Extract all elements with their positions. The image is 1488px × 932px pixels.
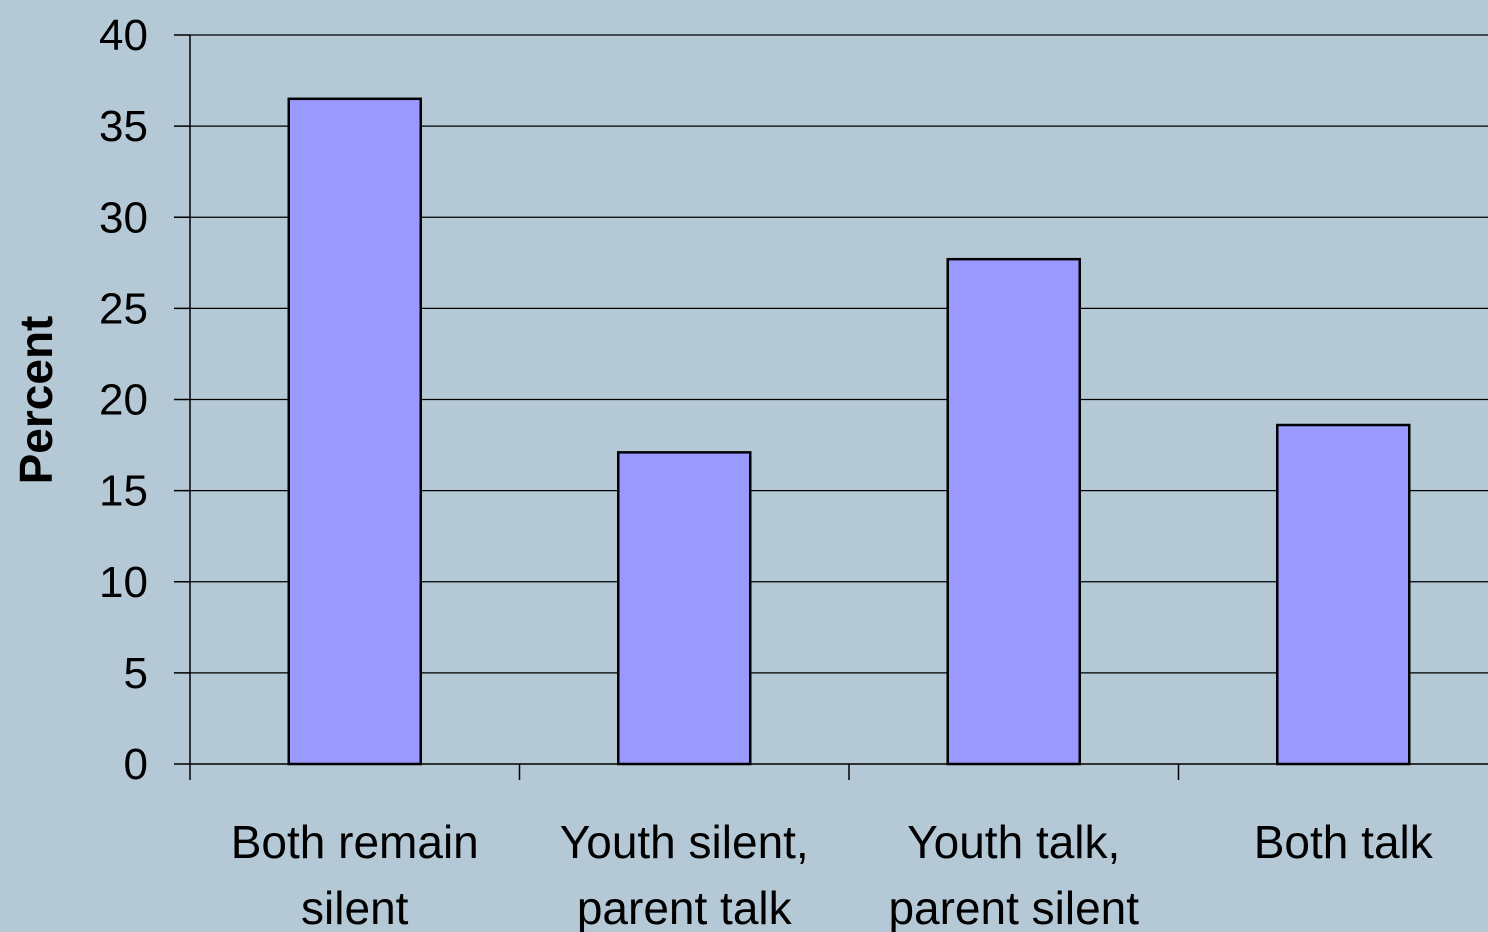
bar: [946, 257, 1081, 766]
y-tick-label: 5: [124, 649, 148, 698]
y-tick-label: 20: [99, 376, 148, 425]
y-tick-label: 0: [124, 740, 148, 789]
x-category-label: parent talk: [577, 882, 793, 932]
y-tick-label: 40: [99, 11, 148, 60]
x-category-labels: Both remain silent Youth silent, parent tal…: [231, 816, 1434, 932]
x-category-label: Both remain: [231, 816, 479, 868]
y-tick-labels: 0 5 10 15 20 25 30 35 40: [99, 11, 148, 789]
y-tick-label: 30: [99, 193, 148, 242]
x-category-label: parent silent: [888, 882, 1139, 932]
y-axis-label: Percent: [10, 316, 62, 485]
bar: [287, 97, 422, 766]
y-tick-label: 15: [99, 467, 148, 516]
bars: [287, 97, 1411, 766]
y-tick-label: 35: [99, 102, 148, 151]
bar: [617, 451, 752, 766]
y-tick-label: 10: [99, 558, 148, 607]
x-category-label: Youth talk,: [907, 816, 1120, 868]
bar: [1276, 423, 1411, 766]
x-category-label: silent: [301, 882, 409, 932]
x-category-label: Youth silent,: [560, 816, 809, 868]
y-tick-label: 25: [99, 284, 148, 333]
x-category-label: Both talk: [1254, 816, 1434, 868]
axes: [174, 34, 1488, 780]
